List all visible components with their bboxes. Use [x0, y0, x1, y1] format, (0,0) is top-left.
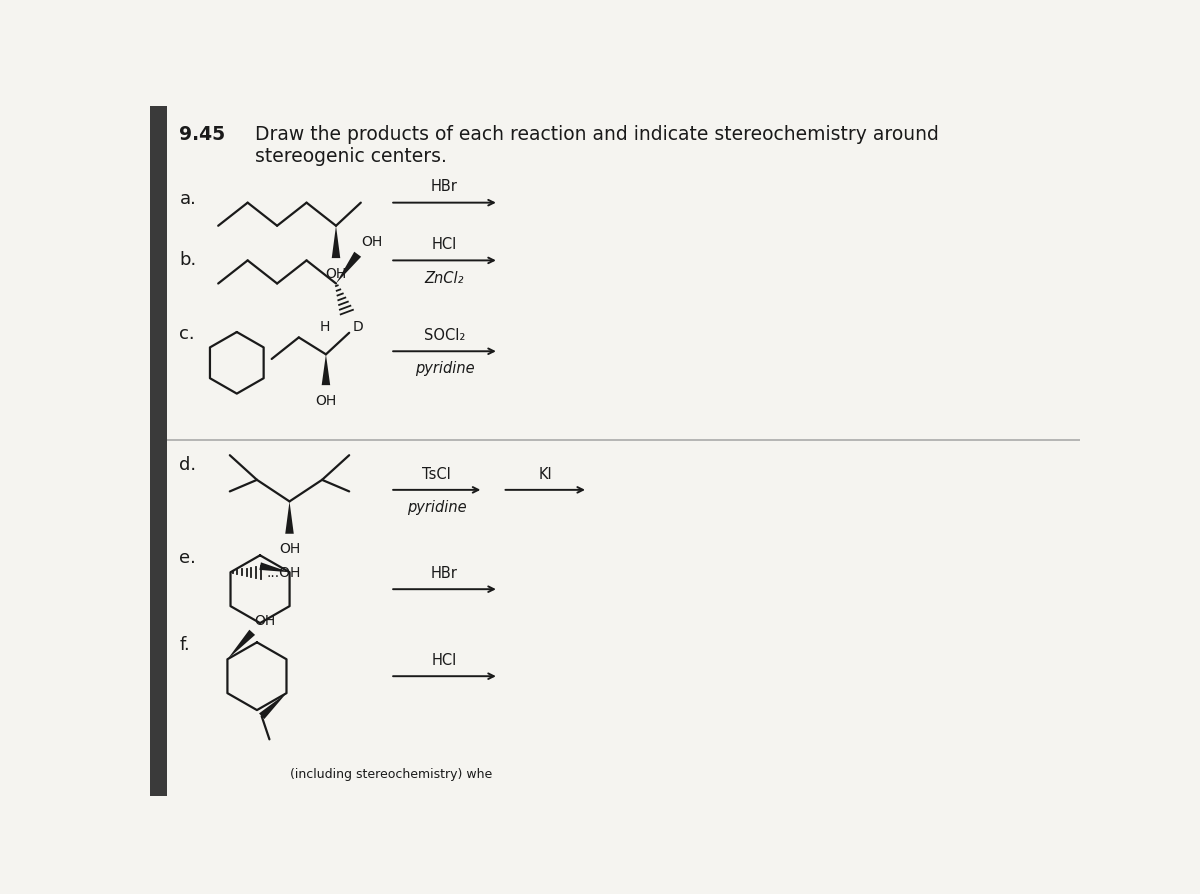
Text: b.: b. — [180, 251, 197, 269]
Text: D: D — [353, 319, 364, 333]
Text: HCl: HCl — [432, 653, 457, 667]
Text: OH: OH — [325, 266, 347, 281]
Text: TsCl: TsCl — [422, 466, 451, 481]
Text: SOCl₂: SOCl₂ — [424, 328, 466, 342]
Text: HBr: HBr — [431, 179, 458, 194]
Text: (including stereochemistry) whe: (including stereochemistry) whe — [289, 767, 492, 780]
Text: a.: a. — [180, 190, 197, 207]
Bar — [150, 107, 167, 796]
Text: ZnCl₂: ZnCl₂ — [425, 270, 464, 285]
Text: 9.45: 9.45 — [180, 125, 226, 144]
Polygon shape — [259, 694, 287, 720]
Text: OH: OH — [316, 393, 336, 408]
Text: pyridine: pyridine — [407, 500, 467, 515]
Polygon shape — [259, 562, 289, 573]
Polygon shape — [322, 355, 330, 385]
Text: OH: OH — [278, 542, 300, 556]
Text: ...OH: ...OH — [266, 566, 300, 579]
Text: HCl: HCl — [432, 237, 457, 252]
Text: Draw the products of each reaction and indicate stereochemistry around
stereogen: Draw the products of each reaction and i… — [254, 125, 938, 166]
Polygon shape — [286, 502, 294, 534]
Text: c.: c. — [180, 325, 196, 343]
Polygon shape — [228, 630, 256, 660]
Polygon shape — [331, 226, 341, 258]
Text: e.: e. — [180, 548, 197, 566]
Polygon shape — [336, 252, 361, 284]
Text: OH: OH — [254, 613, 276, 628]
Text: pyridine: pyridine — [415, 361, 474, 376]
Text: H: H — [319, 319, 330, 333]
Text: HBr: HBr — [431, 565, 458, 580]
Text: d.: d. — [180, 456, 197, 474]
Text: OH: OH — [361, 235, 382, 249]
Text: f.: f. — [180, 636, 190, 654]
Text: KI: KI — [539, 466, 552, 481]
